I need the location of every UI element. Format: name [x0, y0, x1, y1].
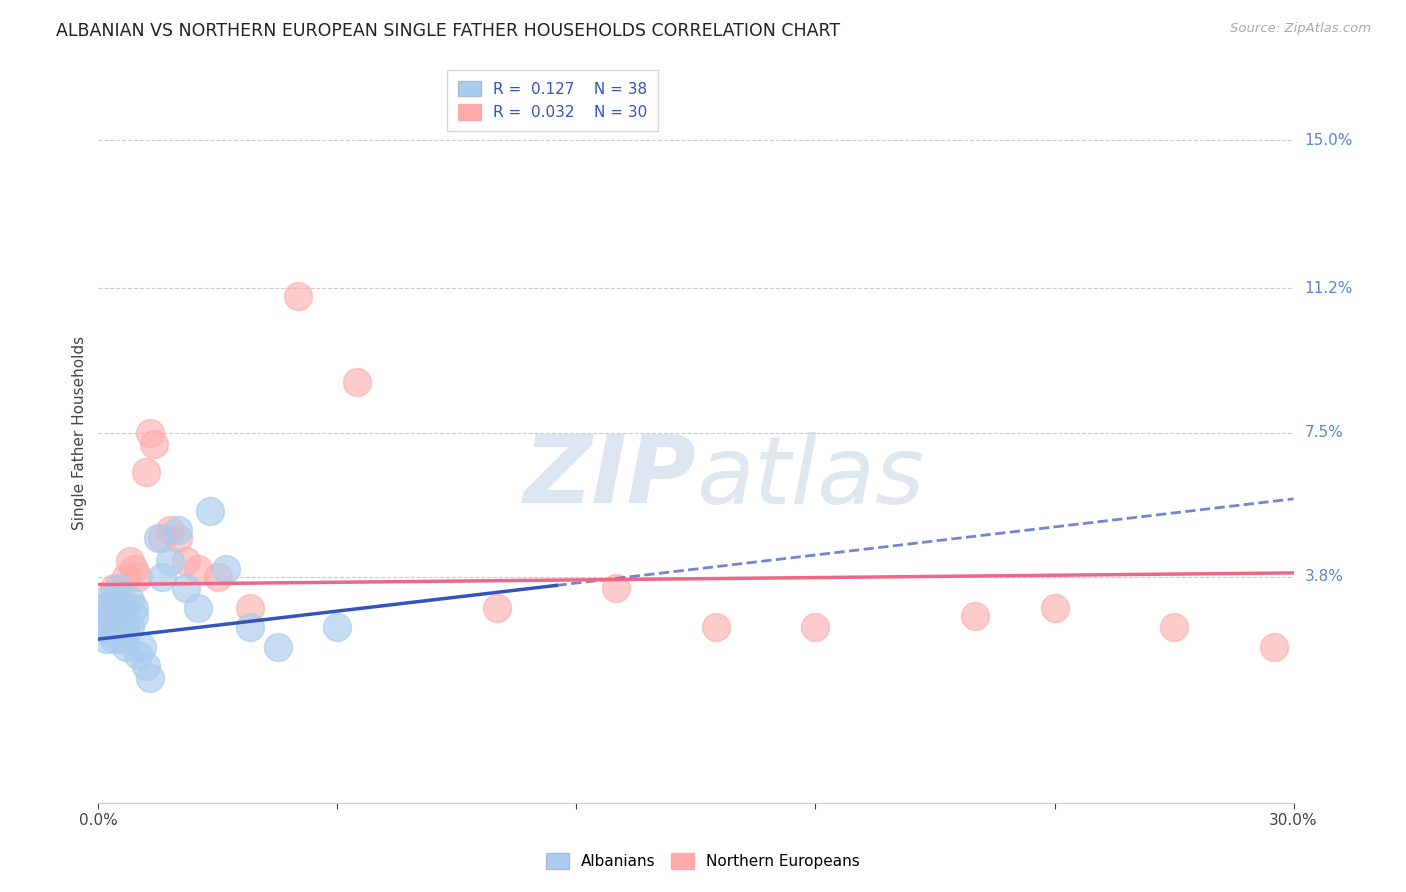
Point [98, 601, 122, 615]
Point [215, 562, 238, 576]
Point [159, 523, 181, 537]
Text: 15.0%: 15.0% [1305, 133, 1353, 148]
Point [167, 523, 190, 537]
Point [704, 620, 727, 634]
Legend: R =  0.127    N = 38, R =  0.032    N = 30: R = 0.127 N = 38, R = 0.032 N = 30 [447, 70, 658, 131]
Point [148, 531, 170, 545]
Y-axis label: Single Father Households: Single Father Households [72, 335, 87, 530]
Point [98, 613, 122, 627]
Point [135, 659, 157, 673]
Legend: Albanians, Northern Europeans: Albanians, Northern Europeans [540, 847, 866, 875]
Point [1263, 640, 1285, 654]
Point [120, 554, 142, 568]
Point [107, 601, 129, 615]
Point [1043, 601, 1066, 615]
Point [124, 562, 146, 576]
Point [174, 582, 197, 596]
Point [127, 648, 149, 662]
Point [124, 608, 146, 623]
Point [120, 593, 142, 607]
Text: 11.2%: 11.2% [1305, 281, 1353, 296]
Point [115, 640, 138, 654]
Point [239, 601, 262, 615]
Point [115, 570, 138, 584]
Point [107, 582, 129, 596]
Point [96, 601, 118, 615]
Text: Source: ZipAtlas.com: Source: ZipAtlas.com [1230, 22, 1371, 36]
Point [187, 601, 209, 615]
Point [103, 632, 125, 647]
Point [115, 620, 138, 634]
Point [96, 593, 118, 607]
Point [135, 465, 157, 479]
Point [96, 608, 118, 623]
Point [1163, 620, 1185, 634]
Point [198, 503, 221, 517]
Point [804, 620, 827, 634]
Point [127, 570, 149, 584]
Point [111, 608, 134, 623]
Point [107, 620, 129, 634]
Point [267, 640, 290, 654]
Point [103, 608, 125, 623]
Point [143, 437, 166, 451]
Point [115, 601, 138, 615]
Point [485, 601, 508, 615]
Point [207, 570, 229, 584]
Point [103, 582, 125, 596]
Point [91, 601, 114, 615]
Point [326, 620, 349, 634]
Point [963, 608, 986, 623]
Point [103, 593, 125, 607]
Point [167, 531, 190, 545]
Point [139, 671, 162, 685]
Point [107, 601, 129, 615]
Point [187, 562, 209, 576]
Point [91, 620, 114, 634]
Point [120, 620, 142, 634]
Text: 7.5%: 7.5% [1305, 425, 1343, 440]
Point [131, 640, 153, 654]
Point [111, 632, 134, 647]
Point [98, 608, 122, 623]
Point [174, 554, 197, 568]
Point [346, 375, 368, 389]
Point [139, 425, 162, 440]
Text: ZIP: ZIP [523, 431, 696, 523]
Point [98, 624, 122, 639]
Point [150, 531, 173, 545]
Text: ALBANIAN VS NORTHERN EUROPEAN SINGLE FATHER HOUSEHOLDS CORRELATION CHART: ALBANIAN VS NORTHERN EUROPEAN SINGLE FAT… [56, 22, 841, 40]
Point [150, 570, 173, 584]
Point [91, 620, 114, 634]
Point [605, 582, 627, 596]
Point [96, 632, 118, 647]
Point [239, 620, 262, 634]
Point [287, 289, 309, 303]
Point [159, 554, 181, 568]
Point [111, 593, 134, 607]
Text: atlas: atlas [696, 432, 924, 523]
Text: 3.8%: 3.8% [1305, 569, 1344, 584]
Point [124, 601, 146, 615]
